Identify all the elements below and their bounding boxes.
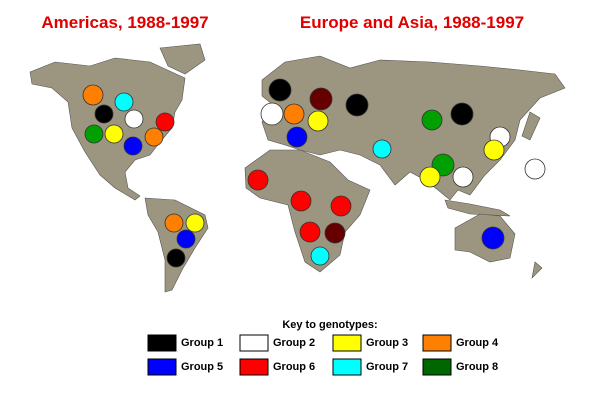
- marker: [345, 93, 369, 117]
- marker: [421, 109, 443, 131]
- legend-label: Group 1: [181, 337, 223, 349]
- marker: [330, 195, 352, 217]
- marker: [283, 103, 305, 125]
- legend-swatch: [332, 334, 362, 352]
- new-zealand: [531, 261, 543, 279]
- marker: [247, 169, 269, 191]
- legend-label: Group 4: [456, 337, 499, 349]
- marker: [176, 229, 196, 249]
- marker: [481, 226, 505, 250]
- marker: [155, 112, 175, 132]
- legend-label: Group 6: [273, 361, 315, 373]
- marker: [419, 166, 441, 188]
- marker: [124, 109, 144, 129]
- marker: [452, 166, 474, 188]
- markers: [82, 78, 546, 268]
- marker: [260, 102, 284, 126]
- marker: [268, 78, 292, 102]
- key-title: Key to genotypes:: [282, 319, 377, 331]
- marker: [310, 246, 330, 266]
- legend-label: Group 2: [273, 337, 315, 349]
- marker: [104, 124, 124, 144]
- eurasia: [261, 55, 566, 201]
- greenland: [159, 43, 206, 75]
- legend: Group 1 Group 2 Group 3 Group 4 Group 5 Group…: [147, 334, 499, 376]
- legend-label: Group 5: [181, 361, 223, 373]
- marker: [450, 102, 474, 126]
- marker: [372, 139, 392, 159]
- legend-swatch: [332, 358, 362, 376]
- legend-label: Group 3: [366, 337, 408, 349]
- africa: [244, 149, 371, 273]
- marker: [123, 136, 143, 156]
- marker: [114, 92, 134, 112]
- marker: [299, 221, 321, 243]
- indonesia: [444, 199, 511, 217]
- marker: [185, 213, 205, 233]
- marker: [144, 127, 164, 147]
- marker: [164, 213, 184, 233]
- legend-swatch: [239, 334, 269, 352]
- legend-label: Group 8: [456, 361, 498, 373]
- marker: [483, 139, 505, 161]
- marker: [307, 110, 329, 132]
- continents: [29, 43, 566, 293]
- japan: [521, 111, 541, 141]
- legend-swatch: [147, 358, 177, 376]
- americas-title: Americas, 1988-1997: [41, 13, 208, 32]
- legend-swatch: [422, 334, 452, 352]
- marker: [84, 124, 104, 144]
- marker: [524, 158, 546, 180]
- marker: [82, 84, 104, 106]
- marker: [166, 248, 186, 268]
- legend-label: Group 7: [366, 361, 408, 373]
- legend-swatch: [422, 358, 452, 376]
- marker: [324, 222, 346, 244]
- marker: [286, 126, 308, 148]
- south-america: [144, 197, 209, 293]
- europe-asia-title: Europe and Asia, 1988-1997: [300, 13, 524, 32]
- marker: [309, 87, 333, 111]
- legend-swatch: [239, 358, 269, 376]
- marker: [94, 104, 114, 124]
- legend-swatch: [147, 334, 177, 352]
- marker: [290, 190, 312, 212]
